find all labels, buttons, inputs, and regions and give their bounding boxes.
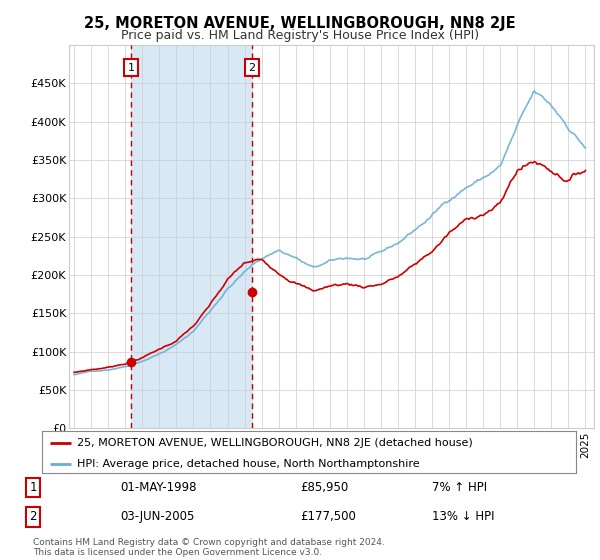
Text: 2: 2: [29, 511, 37, 524]
Text: Price paid vs. HM Land Registry's House Price Index (HPI): Price paid vs. HM Land Registry's House …: [121, 29, 479, 42]
Text: 25, MORETON AVENUE, WELLINGBOROUGH, NN8 2JE: 25, MORETON AVENUE, WELLINGBOROUGH, NN8 …: [84, 16, 516, 31]
Text: £177,500: £177,500: [300, 511, 356, 524]
Text: 1: 1: [127, 63, 134, 73]
Text: HPI: Average price, detached house, North Northamptonshire: HPI: Average price, detached house, Nort…: [77, 459, 419, 469]
Text: 1: 1: [29, 481, 37, 494]
Text: £85,950: £85,950: [300, 481, 348, 494]
Text: 03-JUN-2005: 03-JUN-2005: [120, 511, 194, 524]
Text: 01-MAY-1998: 01-MAY-1998: [120, 481, 197, 494]
Text: 2: 2: [248, 63, 255, 73]
Text: 25, MORETON AVENUE, WELLINGBOROUGH, NN8 2JE (detached house): 25, MORETON AVENUE, WELLINGBOROUGH, NN8 …: [77, 438, 472, 448]
Text: 7% ↑ HPI: 7% ↑ HPI: [432, 481, 487, 494]
Text: Contains HM Land Registry data © Crown copyright and database right 2024.
This d: Contains HM Land Registry data © Crown c…: [33, 538, 385, 557]
Bar: [131, 45, 252, 428]
Text: 13% ↓ HPI: 13% ↓ HPI: [432, 511, 494, 524]
